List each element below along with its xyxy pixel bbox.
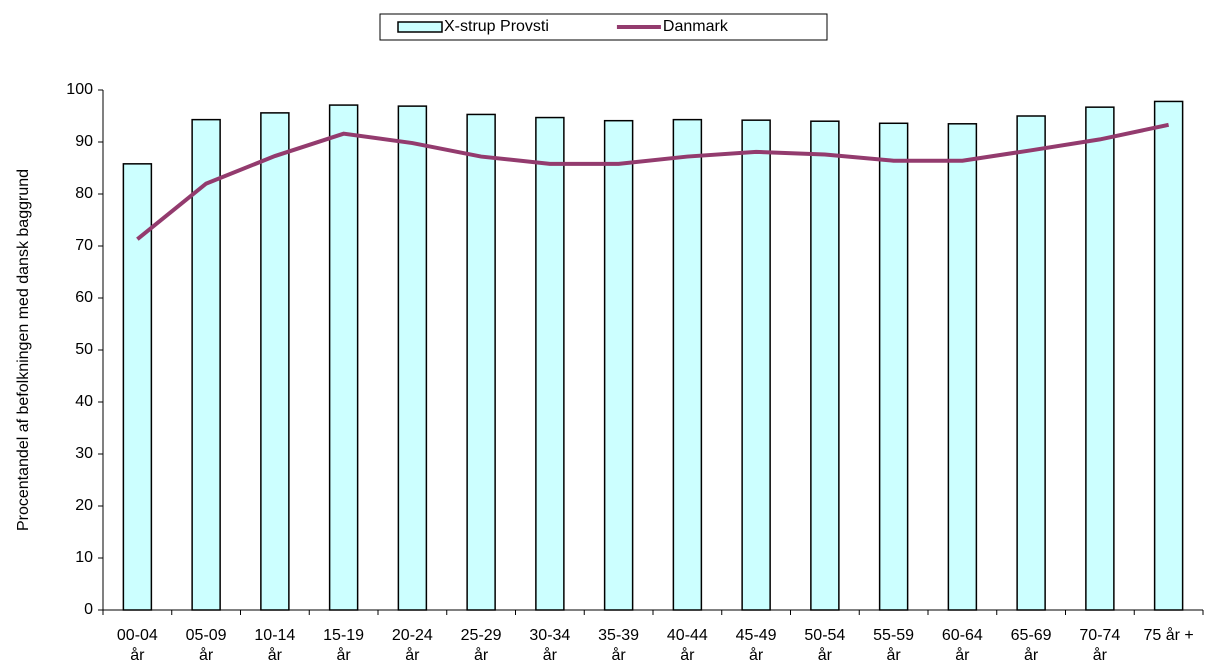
y-tick-label: 10 [75, 549, 93, 566]
line [136, 122, 1170, 241]
y-tick-label: 30 [75, 445, 93, 462]
y-tick-label: 100 [66, 81, 93, 98]
bar [466, 113, 496, 611]
x-tick-label: 00-04 [117, 627, 158, 644]
x-tick-label: 45-49 [736, 627, 777, 644]
x-tick-label: 35-39 [598, 627, 639, 644]
x-tick-label: år [887, 646, 902, 664]
bar [810, 120, 840, 611]
bar [672, 118, 703, 611]
bar [1153, 100, 1184, 611]
x-tick-label: 15-19 [323, 627, 364, 644]
y-tick-label: 60 [75, 289, 93, 306]
x-tick-label: år [1024, 646, 1039, 664]
x-tick-label: 60-64 [942, 627, 983, 644]
y-tick-label: 90 [75, 133, 93, 150]
x-tick-label: år [818, 646, 833, 664]
bar [191, 118, 221, 611]
x-tick-label: 40-44 [667, 627, 708, 644]
x-tick-label: 30-34 [529, 627, 570, 644]
x-tick-label: 70-74 [1079, 627, 1120, 644]
y-axis-title: Procentandel af befolkningen med dansk b… [15, 169, 32, 531]
y-tick-label: 50 [75, 341, 93, 358]
x-tick-label: 05-09 [186, 627, 227, 644]
x-tick-label: år [749, 646, 764, 664]
x-tick-label: 10-14 [254, 627, 295, 644]
x-tick-label: år [337, 646, 352, 664]
x-tick-label: år [405, 646, 420, 664]
bar [1085, 106, 1115, 611]
bar [1016, 115, 1046, 611]
x-tick-label: år [1093, 646, 1108, 664]
y-tick-label: 0 [84, 601, 93, 618]
legend-box [379, 13, 828, 41]
x-tick-label: år [612, 646, 627, 664]
x-tick-label: 20-24 [392, 627, 433, 644]
x-tick-label: år [474, 646, 489, 664]
x-tick-label: år [268, 646, 283, 664]
bar [603, 119, 634, 611]
x-tick-label: år [955, 646, 970, 664]
x-tick-label: år [543, 646, 558, 664]
bar [328, 104, 359, 611]
bar [260, 112, 290, 611]
y-tick-label: 20 [75, 497, 93, 514]
legend-swatch [397, 21, 443, 33]
x-tick-label: 50-54 [804, 627, 845, 644]
bar [878, 122, 909, 611]
y-tick-label: 70 [75, 237, 93, 254]
y-tick-label: 40 [75, 393, 93, 410]
y-tick-label: 80 [75, 185, 93, 202]
bar [741, 119, 771, 611]
bar [397, 105, 428, 611]
x-tick-label: 55-59 [873, 627, 914, 644]
bar [535, 116, 565, 611]
x-tick-label: år [680, 646, 695, 664]
legend-label: X-strup Provsti [444, 18, 549, 35]
x-tick-label: 75 år + [1143, 626, 1193, 644]
x-tick-label: 65-69 [1011, 627, 1052, 644]
legend-label: Danmark [663, 18, 729, 35]
x-tick-label: år [199, 646, 214, 664]
bar [947, 123, 978, 611]
x-tick-label: år [130, 646, 145, 664]
x-tick-label: 25-29 [461, 627, 502, 644]
